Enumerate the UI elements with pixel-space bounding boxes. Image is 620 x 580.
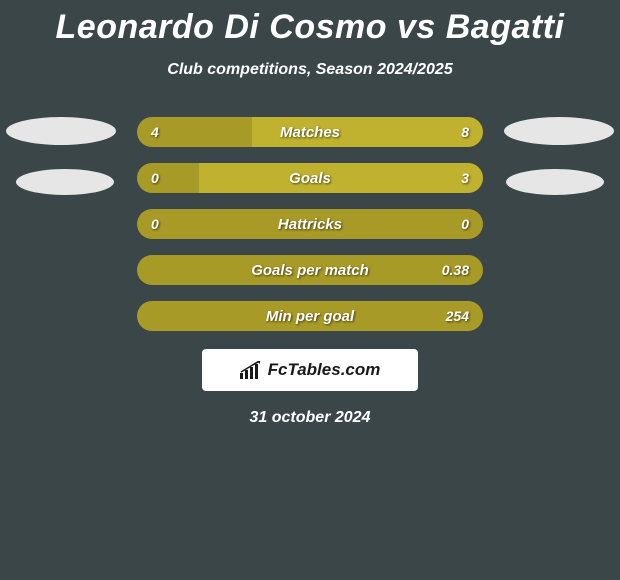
stat-row: Min per goal254: [137, 301, 483, 331]
stat-value-left: 0: [151, 163, 159, 193]
comparison-bars: Matches48Goals03Hattricks00Goals per mat…: [137, 117, 483, 331]
stat-label: Goals: [137, 163, 483, 193]
stat-value-right: 0.38: [442, 255, 469, 285]
stat-value-right: 254: [446, 301, 469, 331]
stat-label: Hattricks: [137, 209, 483, 239]
page-title: Leonardo Di Cosmo vs Bagatti: [0, 0, 620, 47]
fctables-logo[interactable]: FcTables.com: [202, 349, 418, 391]
decor-ellipse-right-2: [506, 169, 604, 195]
stat-value-left: 4: [151, 117, 159, 147]
stat-value-right: 0: [461, 209, 469, 239]
stat-label: Min per goal: [137, 301, 483, 331]
season-subtitle: Club competitions, Season 2024/2025: [0, 61, 620, 79]
stat-label: Matches: [137, 117, 483, 147]
stats-area: Matches48Goals03Hattricks00Goals per mat…: [0, 117, 620, 331]
stat-row: Matches4 8: [137, 117, 483, 147]
stat-value-right: 8: [461, 117, 469, 147]
chart-growth-icon: [240, 361, 262, 379]
fctables-logo-text: FcTables.com: [268, 360, 381, 380]
decor-ellipse-left-2: [16, 169, 114, 195]
stat-label: Goals per match: [137, 255, 483, 285]
decor-ellipse-left-1: [6, 117, 116, 145]
stat-row: Hattricks0 0: [137, 209, 483, 239]
snapshot-date: 31 october 2024: [0, 409, 620, 427]
stat-row: Goals0 3: [137, 163, 483, 193]
stat-row: Goals per match0.38: [137, 255, 483, 285]
stat-value-left: 0: [151, 209, 159, 239]
decor-ellipse-right-1: [504, 117, 614, 145]
stat-value-right: 3: [461, 163, 469, 193]
